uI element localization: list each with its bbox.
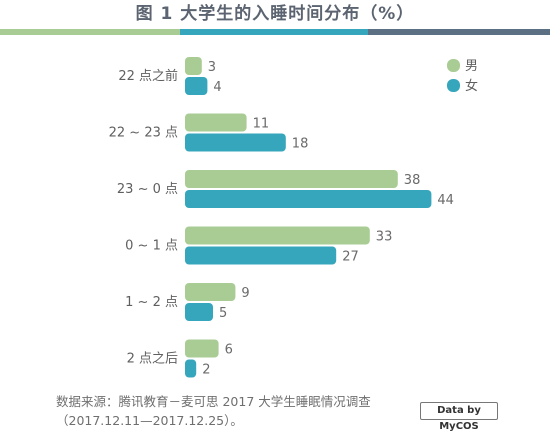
data-label: 6 bbox=[225, 343, 233, 358]
source-line-1: 数据来源：腾讯教育－麦可思 2017 大学生睡眠情况调查 bbox=[56, 394, 371, 409]
bar-male bbox=[185, 57, 202, 75]
bar-male bbox=[185, 283, 236, 301]
category-label: 22 ~ 23 点 bbox=[109, 126, 178, 141]
bar-female bbox=[185, 246, 337, 265]
data-label: 2 bbox=[202, 363, 210, 378]
bar-male bbox=[185, 339, 219, 358]
data-label: 4 bbox=[213, 80, 221, 95]
legend-label: 男 bbox=[465, 59, 478, 74]
data-label: 3 bbox=[208, 60, 216, 75]
bar-female bbox=[185, 359, 197, 378]
category-label: 0 ~ 1 点 bbox=[125, 239, 178, 254]
title-underline-bar bbox=[0, 29, 550, 35]
title-bar-segment bbox=[180, 29, 368, 35]
bar-male bbox=[185, 170, 398, 188]
source-line-2: （2017.12.11—2017.12.25）。 bbox=[56, 413, 243, 428]
category-label: 22 点之前 bbox=[118, 68, 178, 84]
bar-male bbox=[185, 226, 370, 245]
legend-swatch bbox=[447, 79, 460, 92]
category-label: 2 点之后 bbox=[127, 352, 178, 367]
bar-female bbox=[185, 133, 286, 152]
source-note: 数据来源：腾讯教育－麦可思 2017 大学生睡眠情况调查 （2017.12.11… bbox=[56, 392, 426, 430]
title-bar-segment bbox=[0, 29, 180, 35]
category-label: 23 ~ 0 点 bbox=[117, 182, 178, 197]
data-label: 27 bbox=[342, 250, 359, 265]
bar-male bbox=[185, 113, 247, 132]
bar-female bbox=[185, 303, 213, 321]
data-label: 44 bbox=[437, 193, 454, 208]
chart-title: 图 1 大学生的入睡时间分布（%） bbox=[135, 4, 415, 24]
data-label: 9 bbox=[241, 286, 249, 301]
legend-label: 女 bbox=[465, 78, 478, 94]
bar-female bbox=[185, 77, 208, 95]
bar-chart: 22 点之前 3 4 22 ~ 23 点 11 18 23 ~ 0 点 38 44 0 ~ 1 点… bbox=[109, 57, 478, 378]
data-label: 33 bbox=[376, 230, 393, 245]
data-label: 11 bbox=[253, 117, 270, 132]
data-label: 18 bbox=[292, 137, 309, 152]
data-label: 5 bbox=[219, 306, 227, 321]
mycos-badge: Data by MyCOS bbox=[420, 402, 498, 432]
bar-female bbox=[185, 190, 432, 208]
category-label: 1 ~ 2 点 bbox=[125, 295, 178, 310]
title-bar-segment bbox=[368, 29, 550, 35]
legend-swatch bbox=[447, 59, 460, 72]
data-label: 38 bbox=[404, 173, 421, 188]
